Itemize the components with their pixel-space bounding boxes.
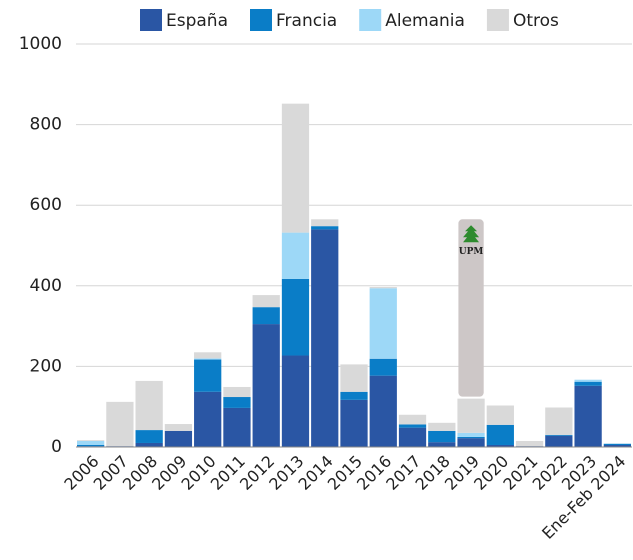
bar-segment [398, 424, 427, 428]
annotation-label: UPM [459, 247, 484, 257]
y-tick-label: 800 [30, 115, 62, 135]
bar-segment [545, 435, 573, 447]
bar-segment [194, 358, 222, 360]
bar-segment [135, 380, 163, 431]
bar-segment [340, 391, 368, 400]
bar-segment [486, 444, 514, 447]
legend-label: Otros [513, 11, 559, 31]
bar-segment [223, 397, 251, 408]
bar-segment [194, 359, 222, 392]
bar-segment [486, 424, 514, 445]
y-tick-label: 400 [30, 276, 62, 296]
legend-swatch [250, 9, 272, 31]
annotation-logo [463, 225, 480, 243]
bar-segment [77, 440, 105, 445]
legend-label: España [166, 11, 228, 31]
bar-segment [252, 307, 280, 325]
bar-segment [428, 422, 456, 431]
bar-segment [77, 440, 105, 441]
bar-segment [77, 444, 105, 447]
bar-segment [545, 434, 573, 436]
bar-segment [428, 442, 456, 447]
bar-segment [545, 407, 573, 435]
bar-segment [311, 226, 339, 230]
bar-segment [340, 364, 368, 392]
bar-segment [281, 103, 310, 233]
legend-swatch [140, 9, 162, 31]
legend-swatch [359, 9, 382, 31]
bar-segment [457, 438, 485, 447]
bar-segment [311, 229, 339, 447]
bar-segment [164, 424, 193, 431]
y-tick-label: 200 [30, 356, 62, 376]
bar-segment [574, 379, 602, 382]
legend-swatch [486, 9, 509, 31]
bar-segment [135, 442, 163, 447]
bar-segment [428, 430, 456, 443]
bar-segment [281, 355, 310, 447]
bar-segment [223, 386, 251, 398]
bar-segment [398, 414, 427, 425]
bar-segment [369, 358, 397, 376]
bar-segment [252, 295, 280, 308]
bar-segment [281, 232, 310, 279]
bar-segment [194, 391, 222, 447]
bar-segment [106, 401, 134, 447]
y-tick-label: 0 [51, 437, 62, 457]
bar-segment [574, 381, 602, 386]
bar-segment [457, 436, 485, 439]
bar-segment [223, 407, 251, 447]
bar-segment [340, 399, 368, 447]
annotation-bar [458, 219, 484, 397]
legend-label: Alemania [385, 11, 465, 31]
bar-segment [574, 385, 602, 447]
bar-segment [369, 287, 397, 289]
bar-segment [603, 443, 631, 445]
bar-segment [135, 430, 163, 443]
bar-segment [164, 430, 193, 447]
bar-segment [398, 427, 427, 447]
legend-label: Francia [276, 11, 337, 31]
bar-segment [194, 352, 222, 359]
bar-segment [457, 398, 485, 433]
bar-segment [515, 440, 544, 447]
y-tick-label: 600 [30, 195, 62, 215]
bar-segment [369, 375, 397, 447]
y-tick-label: 1000 [19, 34, 62, 54]
bar-segment [457, 432, 485, 437]
bar-segment [369, 288, 397, 359]
bar-segment [311, 219, 339, 227]
bar-segment [603, 444, 631, 447]
bar-segment [281, 278, 310, 356]
bar-segment [252, 324, 280, 447]
bar-segment [486, 405, 514, 425]
